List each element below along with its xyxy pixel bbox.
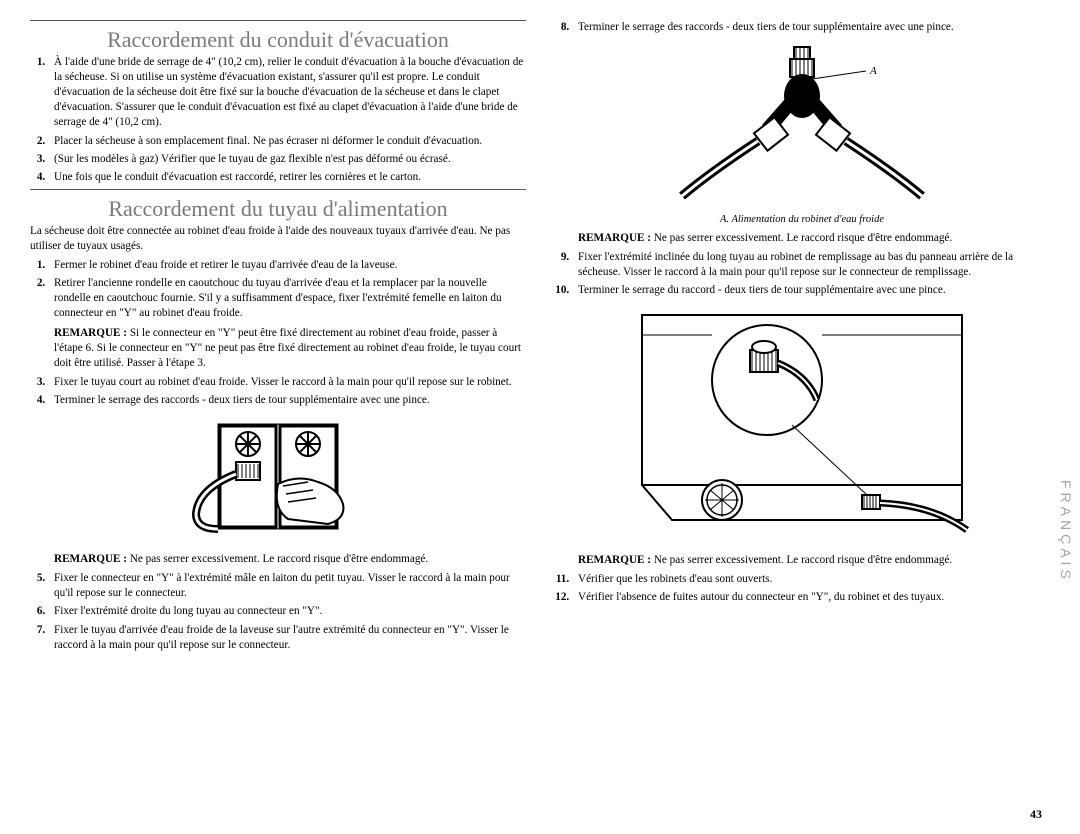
step-1: Fermer le robinet d'eau froide et retire… — [48, 258, 526, 273]
divider — [30, 189, 526, 190]
alimentation-steps-right-1: Terminer le serrage des raccords - deux … — [554, 20, 1050, 35]
language-tab: FRANÇAIS — [1058, 480, 1074, 583]
y-connector-illustration: A — [672, 41, 932, 201]
section-title-alimentation: Raccordement du tuyau d'alimentation — [30, 196, 526, 222]
step-3: (Sur les modèles à gaz) Vérifier que le … — [48, 152, 526, 167]
remarque-4: REMARQUE : Ne pas serrer excessivement. … — [578, 553, 1050, 568]
remarque-label: REMARQUE : — [54, 553, 127, 565]
caption-a: A. Alimentation du robinet d'eau froide — [554, 214, 1050, 225]
alimentation-steps-right-2: Fixer l'extrémité inclinée du long tuyau… — [554, 250, 1050, 298]
step-3: Fixer le tuyau court au robinet d'eau fr… — [48, 375, 526, 390]
step-9: Fixer l'extrémité inclinée du long tuyau… — [572, 250, 1050, 280]
step-4: Une fois que le conduit d'évacuation est… — [48, 170, 526, 185]
alimentation-steps-b: Fixer le tuyau court au robinet d'eau fr… — [30, 375, 526, 408]
step-2: Placer la sécheuse à son emplacement fin… — [48, 134, 526, 149]
step-8: Terminer le serrage des raccords - deux … — [572, 20, 1050, 35]
remarque-label: REMARQUE : — [578, 554, 651, 566]
hand-faucet-illustration — [178, 414, 378, 539]
step-12: Vérifier l'absence de fuites autour du c… — [572, 590, 1050, 605]
remarque-3: REMARQUE : Ne pas serrer excessivement. … — [578, 231, 1050, 246]
step-11: Vérifier que les robinets d'eau sont ouv… — [572, 572, 1050, 587]
step-6: Fixer l'extrémité droite du long tuyau a… — [48, 604, 526, 619]
remarque-label: REMARQUE : — [54, 327, 127, 339]
step-1: À l'aide d'une bride de serrage de 4" (1… — [48, 55, 526, 131]
figure-y-connector: A — [554, 41, 1050, 206]
label-a: A — [869, 65, 877, 77]
left-column: Raccordement du conduit d'évacuation À l… — [30, 20, 526, 657]
two-column-layout: Raccordement du conduit d'évacuation À l… — [30, 20, 1050, 657]
step-5: Fixer le connecteur en "Y" à l'extrémité… — [48, 571, 526, 601]
intro-text: La sécheuse doit être connectée au robin… — [30, 224, 526, 254]
divider — [30, 20, 526, 21]
alimentation-steps-a: Fermer le robinet d'eau froide et retire… — [30, 258, 526, 321]
remarque-1: REMARQUE : Si le connecteur en "Y" peut … — [54, 326, 526, 371]
alimentation-steps-c: Fixer le connecteur en "Y" à l'extrémité… — [30, 571, 526, 653]
document-page: Raccordement du conduit d'évacuation À l… — [0, 0, 1080, 834]
step-2: Retirer l'ancienne rondelle en caoutchou… — [48, 276, 526, 321]
remarque-2: REMARQUE : Ne pas serrer excessivement. … — [54, 552, 526, 567]
evacuation-steps: À l'aide d'une bride de serrage de 4" (1… — [30, 55, 526, 185]
right-column: Terminer le serrage des raccords - deux … — [554, 20, 1050, 657]
remarque-label: REMARQUE : — [578, 232, 651, 244]
step-7: Fixer le tuyau d'arrivée d'eau froide de… — [48, 623, 526, 653]
step-4: Terminer le serrage des raccords - deux … — [48, 393, 526, 408]
page-number: 43 — [1030, 807, 1042, 822]
figure-dryer-back — [554, 305, 1050, 545]
dryer-back-illustration — [632, 305, 972, 540]
step-10: Terminer le serrage du raccord - deux ti… — [572, 283, 1050, 298]
alimentation-steps-right-3: Vérifier que les robinets d'eau sont ouv… — [554, 572, 1050, 605]
figure-hand-faucet — [30, 414, 526, 544]
section-title-evacuation: Raccordement du conduit d'évacuation — [30, 27, 526, 53]
